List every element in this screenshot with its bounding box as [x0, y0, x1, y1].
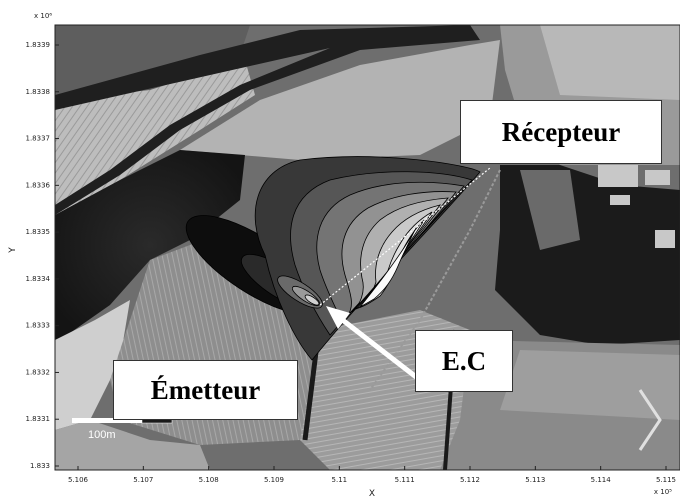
x-tick-label: 5.112: [460, 476, 480, 484]
y-tick-label: 1.8332: [26, 368, 51, 376]
y-tick-label: 1.8338: [26, 88, 51, 96]
x-axis: 5.106 5.107 5.108 5.109 5.11 5.111 5.112 5.113 5…: [68, 466, 676, 484]
y-tick-label: 1.8331: [26, 415, 51, 423]
tx-rx-line: [319, 167, 491, 306]
y-tick-label: 1.8339: [26, 41, 51, 49]
y-exponent-label: x 10⁶: [34, 12, 52, 20]
receiver-label: Récepteur: [460, 100, 662, 164]
x-exponent-label: x 10⁵: [654, 488, 672, 496]
scale-bar-label: 100m: [88, 429, 116, 441]
y-tick-label: 1.8336: [26, 181, 51, 189]
y-tick-label: 1.8337: [26, 135, 51, 143]
contour-level-9: [359, 227, 417, 308]
y-axis: 1.8339 1.8338 1.8337 1.8336 1.8335 1.8334 1.83…: [26, 41, 59, 470]
transmitter-label: Émetteur: [113, 360, 298, 420]
x-tick-label: 5.114: [591, 476, 612, 484]
x-axis-title: X: [369, 489, 375, 499]
y-axis-title: Y: [8, 247, 18, 254]
plot-frame: [54, 24, 680, 471]
x-tick-label: 5.109: [264, 476, 284, 484]
y-tick-label: 1.8335: [26, 228, 51, 236]
x-tick-label: 5.115: [656, 476, 676, 484]
aerial-photo: [55, 25, 680, 470]
ec-label: E.C: [415, 330, 513, 392]
y-tick-label: 1.8333: [26, 322, 51, 330]
y-tick-label: 1.833: [30, 462, 50, 470]
x-tick-label: 5.106: [68, 476, 89, 484]
y-tick-label: 1.8334: [26, 275, 51, 283]
contour-overlay: [185, 156, 491, 361]
x-tick-label: 5.113: [525, 476, 545, 484]
x-tick-label: 5.107: [133, 476, 153, 484]
ec-arrow: [326, 306, 422, 382]
x-tick-label: 5.108: [199, 476, 219, 484]
x-tick-label: 5.11: [332, 476, 348, 484]
x-tick-label: 5.111: [395, 476, 415, 484]
